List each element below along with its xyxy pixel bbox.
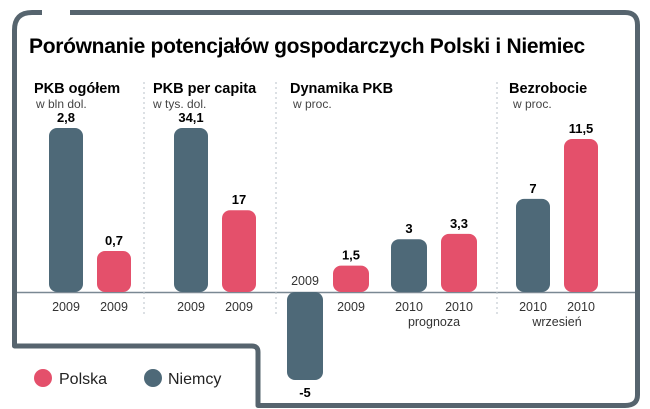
x-tick-label: 2009	[291, 274, 319, 288]
x-tick-label: 2009	[100, 300, 128, 314]
bar-polska	[333, 265, 369, 292]
panel-unit-dynamika-pkb: w proc.	[292, 97, 332, 111]
bar-value-label: 1,5	[342, 248, 360, 263]
legend-label-polska: Polska	[59, 371, 107, 388]
x-tick-note: wrzesień	[531, 315, 581, 329]
bar-value-label: 17	[232, 192, 246, 207]
bar-value-label: 7	[529, 181, 536, 196]
bar-niemcy	[391, 239, 427, 292]
bar-value-label: 3,3	[450, 216, 468, 231]
panel-title-pkb-per-capita: PKB per capita	[153, 81, 257, 97]
panel-title-dynamika-pkb: Dynamika PKB	[290, 81, 393, 97]
bar-value-label: 3	[405, 221, 412, 236]
x-tick-label: 2009	[337, 300, 365, 314]
x-tick-label: 2010	[395, 300, 423, 314]
x-tick-label: 2009	[225, 300, 253, 314]
bar-value-label: 11,5	[569, 121, 594, 136]
legend-label-niemcy: Niemcy	[168, 371, 221, 388]
bar-value-label: 2,8	[57, 110, 75, 125]
panel-unit-pkb-ogolem: w bln dol.	[35, 97, 87, 111]
chart-frame	[12, 10, 640, 408]
legend-swatch-polska	[34, 369, 52, 387]
panel-title-bezrobocie: Bezrobocie	[509, 81, 587, 97]
bar-polska	[441, 233, 477, 292]
legend: Polska Niemcy	[34, 369, 221, 388]
x-tick-label: 2010	[445, 300, 473, 314]
panel-unit-pkb-per-capita: w tys. dol.	[152, 97, 206, 111]
x-tick-label: 2009	[52, 300, 80, 314]
bar-niemcy	[516, 198, 550, 292]
bar-niemcy	[287, 292, 323, 380]
bar-polska	[97, 251, 131, 292]
bar-niemcy	[49, 128, 83, 292]
panel-title-pkb-ogolem: PKB ogółem	[34, 81, 120, 97]
bar-polska	[564, 139, 598, 292]
bar-polska	[222, 210, 256, 292]
bar-marks: 2,8 2009 0,7 2009 34,1 2009 17 2009 -5 2009 1,5 200…	[49, 110, 598, 400]
x-tick-note: prognoza	[408, 315, 460, 329]
x-tick-label: 2009	[177, 300, 205, 314]
bar-value-label: -5	[299, 385, 311, 400]
bar-value-label: 34,1	[178, 110, 203, 125]
bar-value-label: 0,7	[105, 233, 123, 248]
bar-niemcy	[174, 128, 208, 292]
x-tick-label: 2010	[567, 300, 595, 314]
chart-title: Porównanie potencjałów gospodarczych Pol…	[29, 35, 586, 58]
x-tick-label: 2010	[519, 300, 547, 314]
legend-swatch-niemcy	[144, 369, 162, 387]
panel-unit-bezrobocie: w proc.	[512, 97, 552, 111]
